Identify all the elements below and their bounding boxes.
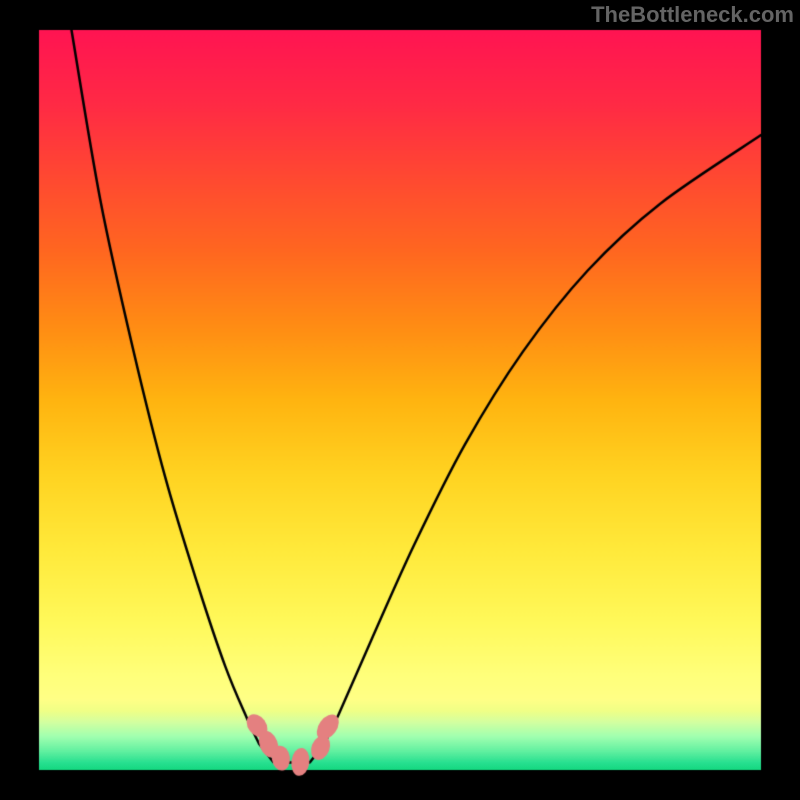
bottleneck-chart-canvas bbox=[0, 0, 800, 800]
watermark-text: TheBottleneck.com bbox=[591, 2, 794, 28]
chart-container: TheBottleneck.com bbox=[0, 0, 800, 800]
